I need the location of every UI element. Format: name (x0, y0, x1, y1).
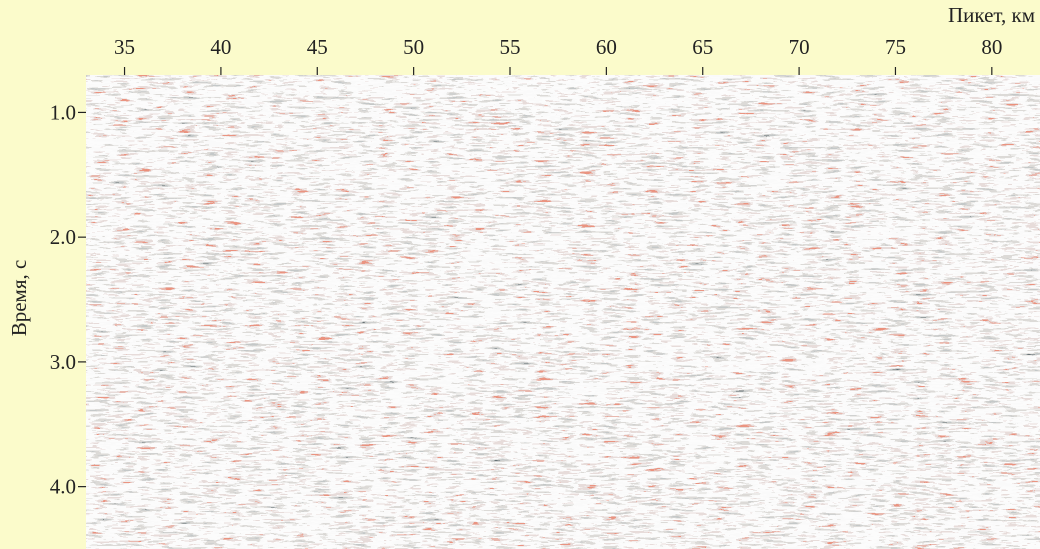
chart: Пикет, км Время, с 35 40 45 50 55 60 65 70 75 80 1… (0, 0, 1040, 549)
x-tick-label: 70 (789, 35, 810, 59)
y-tick-label: 4.0 (50, 475, 76, 499)
y-axis-title: Время, с (7, 260, 31, 337)
x-axis-title: Пикет, км (948, 3, 1035, 27)
x-tick-label: 45 (307, 35, 328, 59)
x-tick-label: 65 (692, 35, 713, 59)
y-tick-label: 3.0 (50, 350, 76, 374)
x-tick-label: 55 (500, 35, 521, 59)
seismic-image (86, 75, 1040, 549)
x-tick-label: 40 (210, 35, 231, 59)
x-tick-label: 35 (114, 35, 135, 59)
x-tick-label: 75 (885, 35, 906, 59)
x-tick-label: 50 (403, 35, 424, 59)
y-tick-label: 1.0 (50, 100, 76, 124)
y-tick-label: 2.0 (50, 225, 76, 249)
x-tick-label: 60 (596, 35, 617, 59)
x-tick-label: 80 (981, 35, 1002, 59)
